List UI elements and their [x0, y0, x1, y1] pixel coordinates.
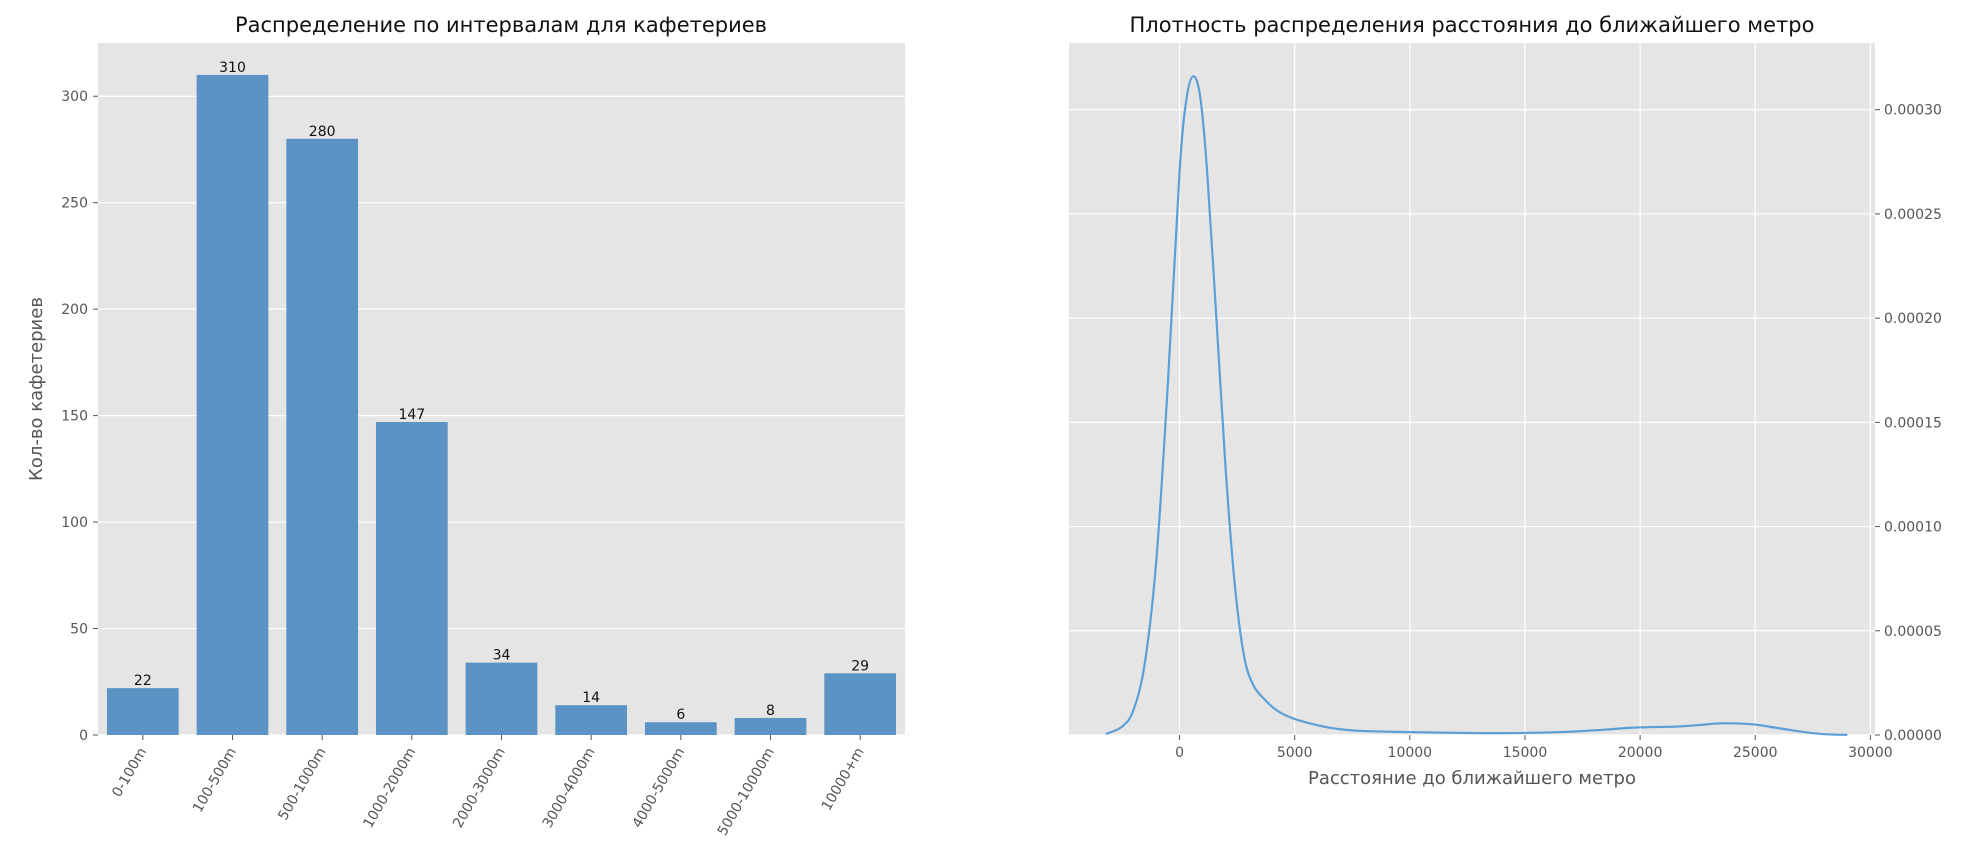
bar-value-label: 310	[219, 60, 246, 76]
x-tick-label: 20000	[1618, 745, 1663, 761]
bar-chart: 22 310 280 147 34 14 6 8 29 0 50 100 150 200 250 300 0…	[26, 13, 905, 839]
bar	[555, 705, 628, 735]
x-tick-label: 3000-4000m	[540, 745, 599, 831]
density-chart-x-ticks: 0 5000 10000 15000 20000 25000 30000	[1175, 735, 1893, 761]
x-tick-label: 10000+m	[819, 745, 868, 814]
y-tick-label: 0	[79, 728, 88, 744]
bar	[644, 722, 717, 735]
bar-value-label: 6	[676, 707, 685, 723]
x-tick-label: 100-500m	[190, 745, 240, 815]
y-tick-label: 0.00010	[1884, 520, 1942, 536]
x-tick-label: 10000	[1388, 745, 1433, 761]
y-tick-label: 0.00000	[1884, 728, 1942, 744]
bar	[196, 74, 269, 735]
bar-value-label: 8	[766, 703, 775, 719]
bar	[375, 422, 448, 735]
x-tick-label: 0-100m	[109, 745, 150, 800]
x-tick-label: 25000	[1733, 745, 1778, 761]
x-tick-label: 5000-10000m	[715, 745, 778, 839]
bar-chart-y-axis-label: Кол-во кафетериев	[26, 297, 47, 481]
density-chart-gridlines	[1069, 43, 1875, 736]
bar	[465, 662, 538, 735]
density-chart-y-ticks: 0.00000 0.00005 0.00010 0.00015 0.00020 0.000…	[1875, 103, 1942, 744]
x-tick-label: 5000	[1277, 745, 1313, 761]
bar	[106, 688, 179, 735]
density-chart-x-axis-label: Расстояние до ближайшего метро	[1308, 768, 1636, 789]
y-tick-label: 100	[61, 515, 88, 531]
density-chart: 0.00000 0.00005 0.00010 0.00015 0.00020 0.000…	[1069, 13, 1942, 789]
y-tick-label: 0.00005	[1884, 624, 1942, 640]
y-tick-label: 300	[61, 89, 88, 105]
density-chart-plot-area	[1069, 43, 1875, 735]
bar-value-label: 14	[582, 690, 600, 706]
y-tick-label: 0.00025	[1884, 207, 1942, 223]
bar-chart-data-labels: 22 310 280 147 34 14 6 8 29	[134, 60, 869, 723]
x-tick-label: 4000-5000m	[629, 745, 688, 831]
y-tick-label: 0.00030	[1884, 103, 1942, 119]
y-tick-label: 50	[70, 622, 88, 638]
bar-chart-title: Распределение по интервалам для кафетери…	[235, 13, 767, 37]
density-curve	[1105, 75, 1848, 736]
bar	[824, 673, 897, 735]
x-tick-label: 15000	[1503, 745, 1548, 761]
y-tick-label: 150	[61, 409, 88, 425]
y-tick-label: 0.00015	[1884, 415, 1942, 431]
x-tick-label: 1000-2000m	[360, 745, 419, 831]
density-chart-title: Плотность распределения расстояния до бл…	[1130, 13, 1815, 37]
bar-value-label: 22	[134, 673, 152, 689]
x-tick-label: 500-1000m	[275, 745, 329, 823]
bar-chart-x-ticks: 0-100m 100-500m 500-1000m 1000-2000m 2000-30…	[109, 735, 868, 839]
bar-value-label: 280	[309, 124, 336, 140]
x-tick-label: 30000	[1848, 745, 1893, 761]
bar	[286, 138, 359, 736]
y-tick-label: 250	[61, 196, 88, 212]
y-tick-label: 0.00020	[1884, 311, 1942, 327]
bar-chart-bars	[106, 74, 897, 736]
x-tick-label: 2000-3000m	[450, 745, 509, 831]
bar-value-label: 34	[493, 648, 511, 664]
bar	[734, 717, 807, 735]
x-tick-label: 0	[1175, 745, 1184, 761]
y-tick-label: 200	[61, 302, 88, 318]
bar-value-label: 29	[851, 658, 869, 674]
bar-value-label: 147	[398, 407, 425, 423]
bar-chart-y-ticks: 0 50 100 150 200 250 300	[61, 89, 98, 744]
